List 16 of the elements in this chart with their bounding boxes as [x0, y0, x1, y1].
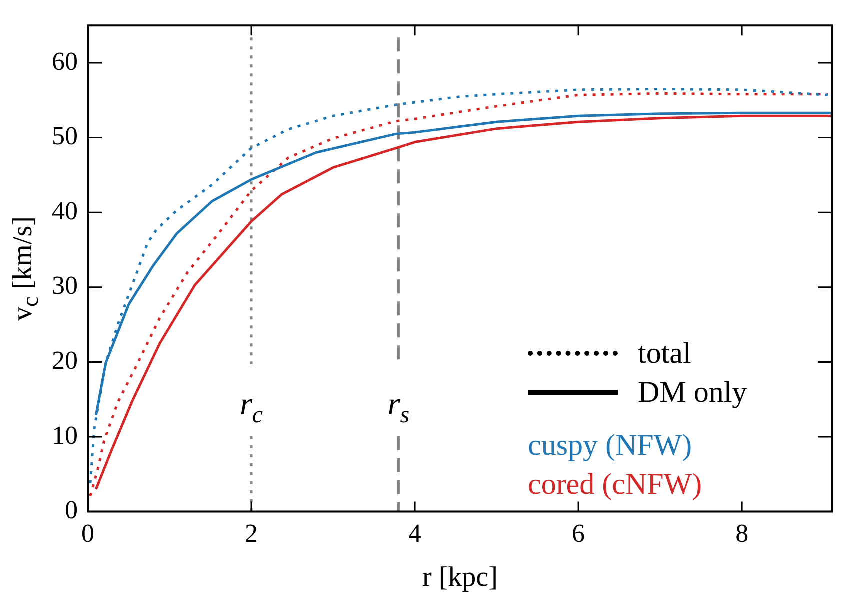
x-tick-label: 6: [572, 519, 586, 548]
y-tick-label: 50: [52, 122, 78, 151]
y-tick-label: 40: [52, 196, 78, 226]
y-tick-label: 10: [52, 420, 78, 450]
y-tick-label: 20: [52, 346, 78, 376]
x-tick-label: 4: [408, 519, 422, 548]
x-axis-title: r [kpc]: [422, 562, 498, 594]
x-tick-label: 2: [245, 519, 258, 548]
y-tick-label: 60: [52, 46, 78, 76]
y-tick-label: 0: [65, 496, 78, 525]
text: cored (cNFW): [528, 466, 704, 503]
annotation: total: [638, 336, 692, 372]
text: cuspy (NFW): [528, 428, 694, 464]
annotation: DM only: [638, 374, 748, 411]
y-tick-label: 30: [52, 271, 78, 300]
x-tick-label: 8: [736, 519, 749, 548]
